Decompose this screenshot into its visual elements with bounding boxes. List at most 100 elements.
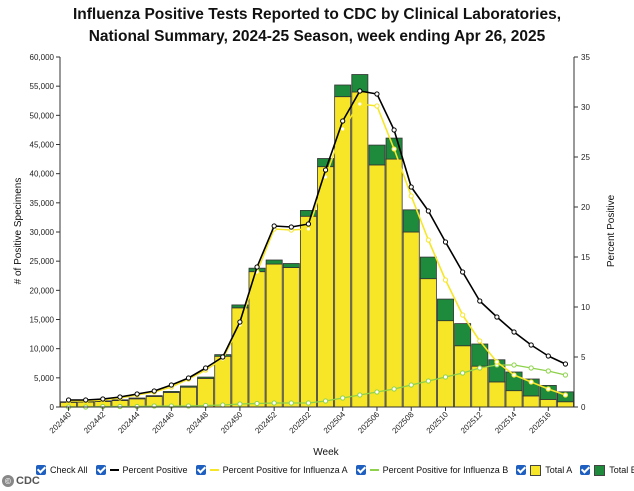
influenza-chart: 0 5,000 10,000 15,000 20,000 25,000 30,000 35,0… [13,53,617,458]
bars-layer [60,74,574,408]
legend-label-percent-a: Percent Positive for Influenza A [222,465,348,475]
checkbox-icon[interactable] [195,465,206,475]
y-tick-label: 20,000 [30,286,55,295]
percent-positive-point [65,397,72,403]
percent-positive-b-point [322,398,329,404]
legend-label-percent-b: Percent Positive for Influenza B [382,465,509,475]
bar-total-a [505,390,523,408]
percent-positive-a-point [460,312,466,318]
y-tick-label: 25,000 [30,257,55,266]
legend: Check All Percent Positive Percent Posit… [36,462,634,478]
x-tick-label: 202506 [356,410,382,436]
checkbox-icon[interactable] [355,465,366,475]
percent-positive-b-point [545,368,551,374]
bar-total-a [454,345,472,408]
bar-total-b [180,385,197,388]
bar-total-b [437,298,454,322]
percent-positive-b-point [288,400,294,406]
percent-positive-a-point [391,146,397,152]
checkbox-icon[interactable] [95,465,106,475]
bar-total-b [317,158,335,168]
bar-total-b [454,323,472,347]
x-tick-label: 202516 [527,410,553,436]
legend-label-total-a: Total A [545,465,573,475]
bar-total-a [402,231,420,408]
percent-positive-point [151,388,157,394]
percent-positive-point [511,329,517,335]
y-tick-label: 45,000 [30,141,55,150]
percent-positive-b-point [391,386,397,392]
percent-positive-point [220,354,226,360]
percent-positive-point [271,223,277,229]
x-tick-label: 202448 [185,410,211,436]
percent-positive-point [562,361,569,367]
legend-total-a[interactable]: Total A [516,464,573,476]
y2-tick-label: 30 [581,103,590,112]
percent-positive-a-point [494,359,500,365]
x-tick-label: 202440 [48,410,74,436]
box-swatch-icon [530,464,542,476]
checkbox-icon[interactable] [36,465,46,475]
checkbox-icon[interactable] [516,465,527,475]
percent-positive-point [134,391,140,397]
legend-percent-positive[interactable]: Percent Positive [95,465,188,475]
x-tick-label: 202510 [425,410,451,436]
percent-positive-point [305,221,312,227]
x-tick-label: 202442 [82,410,108,436]
bar-total-b [128,397,146,400]
percent-positive-a-point [528,379,534,385]
percent-positive-point [545,353,551,359]
percent-positive-point [477,298,483,304]
line-swatch-icon [209,469,219,471]
bar-total-a [556,401,574,408]
y2-tick-label: 5 [581,353,586,362]
x-tick-label: 202452 [253,410,279,436]
chart-title-line-2: National Summary, 2024-25 Season, week e… [88,28,546,45]
percent-positive-b-point [374,389,380,395]
bar-total-b [419,256,437,280]
percent-positive-b-point [237,401,243,407]
legend-percent-a[interactable]: Percent Positive for Influenza A [195,465,348,475]
percent-positive-point [408,184,414,190]
bar-total-b [402,209,420,233]
bar-total-a [471,365,489,408]
x-tick-label: 202502 [288,410,314,436]
chart-title-line-1: Influenza Positive Tests Reported to CDC… [72,6,562,23]
y-axis-label: # of Positive Specimens [13,178,24,285]
x-tick-label: 202444 [116,410,142,436]
bar-total-b [334,84,352,98]
y-tick-label: 60,000 [30,53,55,62]
bar-total-b [162,391,180,393]
bar-total-b [282,263,300,268]
legend-label-check-all: Check All [50,465,88,475]
chart-title: Influenza Positive Tests Reported to CDC… [0,4,634,48]
percent-positive-point [340,118,346,124]
y-tick-label: 10,000 [30,345,55,354]
percent-positive-a-point [562,392,569,398]
percent-positive-point [117,394,123,400]
percent-positive-b-point [357,392,363,398]
percent-positive-a-point [511,372,517,378]
percent-positive-b-point [340,395,346,401]
percent-positive-a-point [442,277,449,283]
source-logo: © CDC [2,475,40,487]
percent-positive-b-point [511,362,517,368]
bar-total-a [265,263,283,408]
y2-tick-label: 20 [581,203,590,212]
percent-positive-a-point [545,386,551,392]
checkbox-icon[interactable] [580,465,591,475]
percent-positive-a-line [68,103,566,402]
legend-check-all[interactable]: Check All [36,465,88,475]
y-tick-label: 40,000 [30,170,55,179]
percent-positive-point [442,239,449,245]
percent-positive-b-point [442,374,449,380]
legend-percent-b[interactable]: Percent Positive for Influenza B [355,465,509,475]
x-axis-label: Week [313,447,339,458]
percent-positive-point [322,167,329,173]
x-tick-label: 202512 [459,410,485,436]
y2-axis-label: Percent Positive [606,194,617,267]
percent-positive-point [425,208,431,214]
percent-positive-point [460,269,466,275]
legend-total-b[interactable]: Total B [580,464,634,476]
bar-total-b [145,395,163,397]
